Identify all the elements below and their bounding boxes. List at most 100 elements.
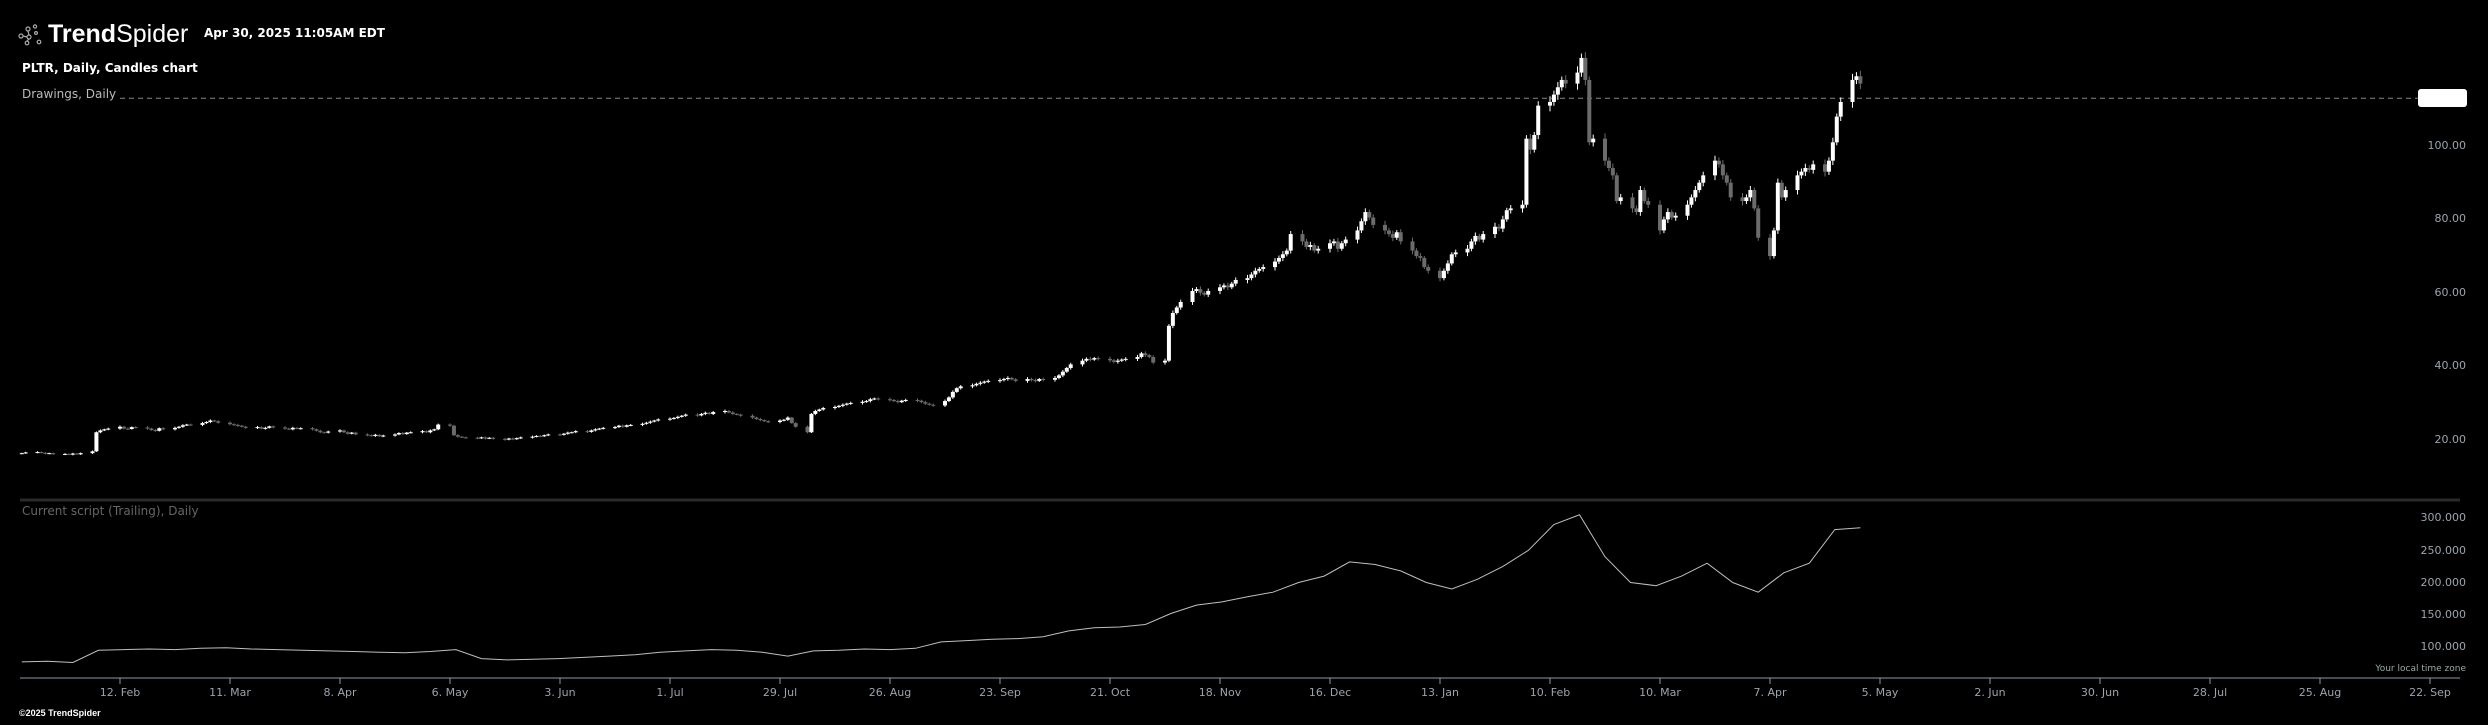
candle[interactable] xyxy=(1673,212,1678,221)
candle[interactable] xyxy=(970,383,975,389)
candle[interactable] xyxy=(833,405,837,410)
candle[interactable] xyxy=(730,411,735,416)
candle[interactable] xyxy=(648,420,653,424)
candle[interactable] xyxy=(1218,284,1222,295)
candle[interactable] xyxy=(1775,178,1780,234)
candle[interactable] xyxy=(373,433,378,437)
candle[interactable] xyxy=(895,399,900,404)
candle[interactable] xyxy=(1410,237,1415,255)
candle[interactable] xyxy=(204,421,209,424)
candle[interactable] xyxy=(872,397,877,401)
candle[interactable] xyxy=(66,453,71,456)
candle[interactable] xyxy=(1642,187,1647,204)
candle[interactable] xyxy=(778,419,782,424)
candle[interactable] xyxy=(542,434,547,437)
candle[interactable] xyxy=(408,431,413,434)
candle[interactable] xyxy=(1037,377,1042,382)
candle[interactable] xyxy=(982,380,987,384)
candle[interactable] xyxy=(1799,168,1804,179)
candle[interactable] xyxy=(161,427,166,431)
candle[interactable] xyxy=(133,426,138,429)
candle[interactable] xyxy=(326,430,331,434)
candle[interactable] xyxy=(125,427,130,431)
candle[interactable] xyxy=(1383,220,1387,235)
candle[interactable] xyxy=(546,433,551,437)
candle[interactable] xyxy=(1139,351,1144,359)
candle[interactable] xyxy=(98,429,103,434)
candle[interactable] xyxy=(1206,288,1211,298)
candle[interactable] xyxy=(1768,233,1772,260)
candle[interactable] xyxy=(180,424,185,428)
candle[interactable] xyxy=(1371,214,1376,229)
candle[interactable] xyxy=(1728,179,1733,201)
candle[interactable] xyxy=(377,434,382,437)
candle[interactable] xyxy=(919,399,924,404)
candle[interactable] xyxy=(1068,362,1073,370)
candle[interactable] xyxy=(1779,180,1784,200)
candle[interactable] xyxy=(644,421,649,425)
candle[interactable] xyxy=(1013,377,1018,383)
candle[interactable] xyxy=(153,429,158,432)
candle[interactable] xyxy=(1096,356,1101,361)
candle[interactable] xyxy=(1300,230,1305,246)
candle[interactable] xyxy=(1284,248,1289,257)
candle[interactable] xyxy=(90,450,95,455)
candle[interactable] xyxy=(628,423,633,427)
candle[interactable] xyxy=(785,416,790,421)
candle[interactable] xyxy=(1740,192,1745,206)
candle[interactable] xyxy=(1811,160,1816,174)
candle[interactable] xyxy=(762,419,767,422)
candle[interactable] xyxy=(817,408,822,412)
candle[interactable] xyxy=(1166,324,1171,363)
candle[interactable] xyxy=(1720,159,1725,180)
candle[interactable] xyxy=(365,433,370,437)
candle[interactable] xyxy=(1630,192,1635,213)
candle[interactable] xyxy=(70,452,75,456)
candle[interactable] xyxy=(271,425,276,429)
candle[interactable] xyxy=(1783,186,1788,201)
candle[interactable] xyxy=(455,434,460,438)
candle[interactable] xyxy=(1170,310,1175,329)
candle[interactable] xyxy=(349,431,354,435)
candle[interactable] xyxy=(1724,172,1729,186)
candle[interactable] xyxy=(475,436,480,440)
candle[interactable] xyxy=(668,417,672,421)
candle[interactable] xyxy=(1060,369,1065,378)
candle[interactable] xyxy=(94,431,99,452)
candle[interactable] xyxy=(1163,358,1167,365)
candle[interactable] xyxy=(1634,205,1639,215)
candle[interactable] xyxy=(1638,186,1643,216)
candle[interactable] xyxy=(738,413,743,417)
candle[interactable] xyxy=(840,403,845,408)
candle[interactable] xyxy=(699,412,704,417)
candle[interactable] xyxy=(1858,70,1863,89)
candle[interactable] xyxy=(585,430,590,434)
candle[interactable] xyxy=(1646,197,1651,209)
candle[interactable] xyxy=(1308,241,1313,251)
candle[interactable] xyxy=(620,424,625,428)
candle[interactable] xyxy=(1658,200,1662,235)
candle[interactable] xyxy=(589,429,594,433)
candle[interactable] xyxy=(145,426,150,430)
candle[interactable] xyxy=(267,425,272,429)
candle[interactable] xyxy=(1528,133,1533,155)
candle[interactable] xyxy=(1257,266,1262,273)
candle[interactable] xyxy=(1033,378,1038,383)
candle[interactable] xyxy=(106,427,111,431)
candle[interactable] xyxy=(1508,205,1513,214)
candle[interactable] xyxy=(451,424,456,436)
candle[interactable] xyxy=(1826,157,1831,175)
candle[interactable] xyxy=(569,431,574,434)
candle[interactable] xyxy=(235,423,240,427)
candle[interactable] xyxy=(173,426,177,431)
candle[interactable] xyxy=(200,421,205,427)
candle[interactable] xyxy=(1830,137,1835,166)
candle[interactable] xyxy=(216,420,221,424)
candle[interactable] xyxy=(974,382,979,387)
candle[interactable] xyxy=(1147,353,1152,359)
candle[interactable] xyxy=(1850,73,1855,108)
candle[interactable] xyxy=(868,397,873,403)
candle[interactable] xyxy=(978,381,983,386)
candle[interactable] xyxy=(1084,357,1089,363)
